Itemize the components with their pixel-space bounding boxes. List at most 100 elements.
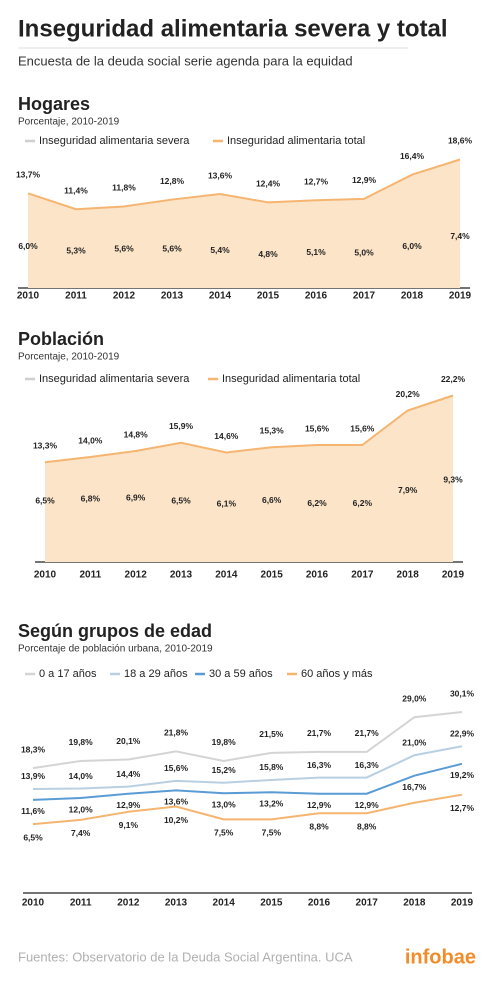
line xyxy=(44,394,454,464)
legend-label: Inseguridad alimentaria severa xyxy=(39,373,190,385)
value-label: 20,2% xyxy=(396,389,421,399)
x-tick-label: 2015 xyxy=(261,570,284,581)
x-tick-label: 2010 xyxy=(17,291,40,302)
value-label: 6,2% xyxy=(307,498,327,508)
area xyxy=(45,395,453,562)
value-label: 8,8% xyxy=(357,821,377,831)
line xyxy=(32,745,463,790)
value-label: 5,6% xyxy=(162,244,182,254)
value-label: 21,7% xyxy=(355,728,380,738)
value-label: 12,7% xyxy=(450,803,475,813)
value-label: 10,2% xyxy=(164,815,189,825)
value-label: 14,0% xyxy=(78,435,103,445)
value-label: 13,6% xyxy=(164,797,189,807)
value-label: 11,8% xyxy=(112,183,136,193)
x-tick-label: 2019 xyxy=(442,570,465,581)
x-tick-label: 2015 xyxy=(260,898,283,909)
value-label: 16,4% xyxy=(400,151,425,161)
value-label: 12,9% xyxy=(352,175,377,185)
value-label: 6,0% xyxy=(18,241,38,251)
value-label: 6,9% xyxy=(126,493,146,503)
chart-title: Población xyxy=(18,329,104,349)
value-label: 6,5% xyxy=(23,832,43,842)
value-label: 5,1% xyxy=(306,247,326,257)
x-tick-label: 2016 xyxy=(305,291,328,302)
x-tick-label: 2015 xyxy=(257,291,280,302)
source: Fuentes: Observatorio de la Deuda Social… xyxy=(18,949,353,964)
value-label: 12,0% xyxy=(69,804,94,814)
value-label: 13,3% xyxy=(33,441,58,451)
value-label: 16,3% xyxy=(307,760,332,770)
chart-title: Según grupos de edad xyxy=(18,621,212,641)
value-label: 13,2% xyxy=(259,799,284,809)
value-label: 21,7% xyxy=(307,728,332,738)
value-label: 15,8% xyxy=(259,762,284,772)
value-label: 19,8% xyxy=(69,737,94,747)
x-tick-label: 2016 xyxy=(306,570,329,581)
chart-subtitle: Porcentaje, 2010-2019 xyxy=(18,352,120,363)
line xyxy=(32,762,463,801)
value-label: 21,5% xyxy=(259,729,284,739)
x-tick-label: 2013 xyxy=(170,570,193,581)
value-label: 5,6% xyxy=(114,244,134,254)
value-label: 5,0% xyxy=(354,248,374,258)
value-label: 15,9% xyxy=(169,421,194,431)
value-label: 11,6% xyxy=(21,806,45,816)
value-label: 19,8% xyxy=(212,737,237,747)
value-label: 18,3% xyxy=(21,744,46,754)
line xyxy=(32,711,463,770)
value-label: 8,8% xyxy=(309,821,329,831)
value-label: 4,8% xyxy=(258,249,278,259)
legend-label: Inseguridad alimentaria total xyxy=(227,135,365,147)
x-tick-label: 2013 xyxy=(161,291,184,302)
value-label: 22,2% xyxy=(441,374,466,384)
value-label: 21,8% xyxy=(164,728,189,738)
area xyxy=(28,159,460,288)
line xyxy=(32,793,463,826)
value-label: 6,2% xyxy=(353,498,373,508)
value-label: 12,9% xyxy=(307,800,332,810)
x-tick-label: 2011 xyxy=(70,898,92,909)
legend-label: 60 años y más xyxy=(301,668,373,680)
value-label: 13,7% xyxy=(16,170,41,180)
value-label: 29,0% xyxy=(402,694,427,704)
x-tick-label: 2016 xyxy=(308,898,331,909)
legend-label: Inseguridad alimentaria total xyxy=(222,373,360,385)
value-label: 5,4% xyxy=(210,245,230,255)
value-label: 15,6% xyxy=(164,763,189,773)
value-label: 15,6% xyxy=(305,423,330,433)
x-tick-label: 2018 xyxy=(397,570,420,581)
value-label: 6,1% xyxy=(217,499,237,509)
x-tick-label: 2014 xyxy=(209,291,232,302)
value-label: 7,4% xyxy=(450,231,470,241)
value-label: 13,9% xyxy=(21,771,46,781)
x-tick-label: 2019 xyxy=(449,291,472,302)
line xyxy=(27,158,461,211)
value-label: 11,4% xyxy=(64,185,88,195)
x-tick-label: 2010 xyxy=(34,570,57,581)
legend-label: 0 a 17 años xyxy=(39,668,97,680)
value-label: 12,9% xyxy=(355,800,380,810)
x-tick-label: 2011 xyxy=(79,570,101,581)
chart-title: Hogares xyxy=(18,94,90,114)
x-tick-label: 2014 xyxy=(215,570,238,581)
value-label: 18,6% xyxy=(448,136,473,146)
value-label: 21,0% xyxy=(402,738,427,748)
value-label: 14,6% xyxy=(214,431,239,441)
page-subtitle: Encuesta de la deuda social serie agenda… xyxy=(18,53,353,68)
value-label: 14,8% xyxy=(124,429,149,439)
x-tick-label: 2011 xyxy=(65,291,87,302)
value-label: 6,0% xyxy=(402,241,422,251)
value-label: 15,2% xyxy=(212,765,237,775)
legend-label: 18 a 29 años xyxy=(124,668,188,680)
x-tick-label: 2014 xyxy=(213,898,236,909)
chart-subtitle: Porcentaje, 2010-2019 xyxy=(18,117,120,128)
value-label: 13,0% xyxy=(212,800,237,810)
value-label: 14,4% xyxy=(116,769,141,779)
value-label: 6,5% xyxy=(35,496,55,506)
value-label: 12,4% xyxy=(256,179,281,189)
x-tick-label: 2018 xyxy=(401,291,424,302)
x-tick-label: 2012 xyxy=(125,570,148,581)
value-label: 7,9% xyxy=(398,485,418,495)
value-label: 15,3% xyxy=(260,426,285,436)
